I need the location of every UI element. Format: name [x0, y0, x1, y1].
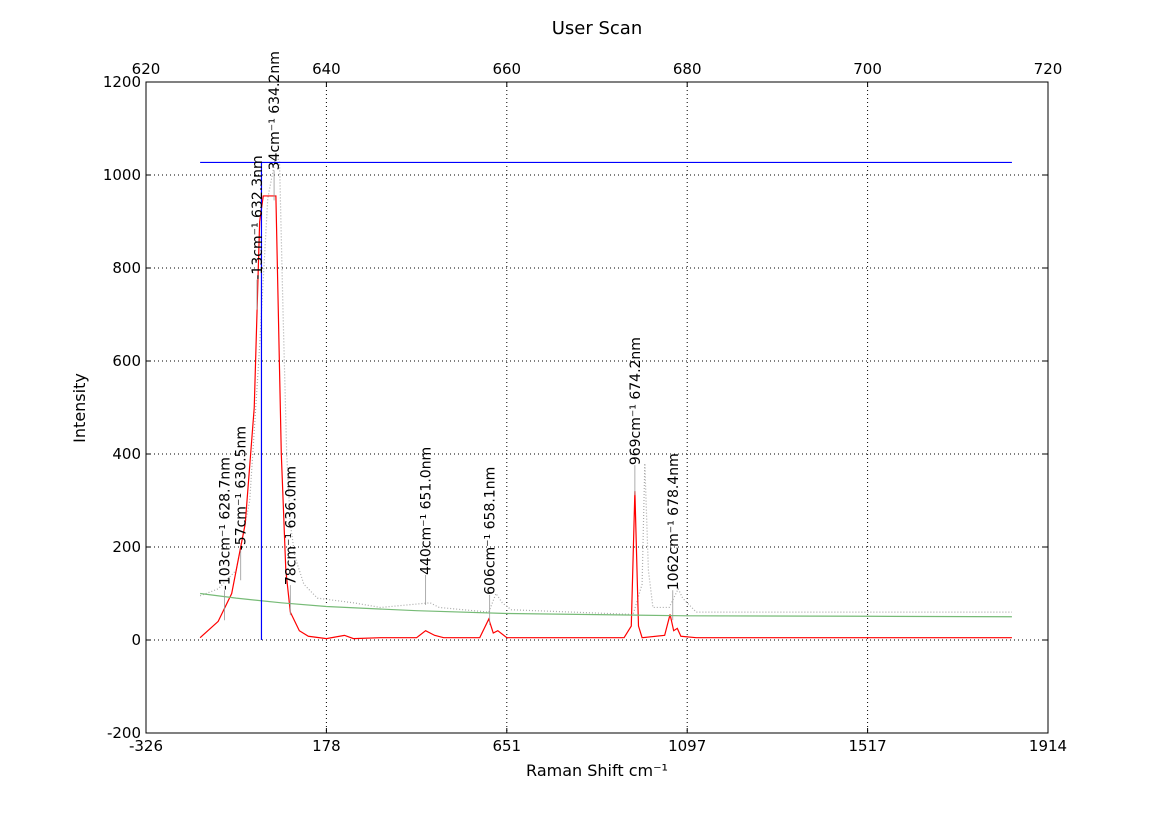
x2-tick-label: 680	[673, 60, 702, 78]
x-tick-label: 178	[312, 737, 341, 755]
x-axis-label: Raman Shift cm⁻¹	[526, 761, 668, 780]
series-line	[200, 592, 1012, 618]
x2-tick-label: 640	[312, 60, 341, 78]
x2-tick-label: 620	[132, 60, 161, 78]
series-line	[199, 195, 1012, 640]
chart-title: User Scan	[552, 18, 643, 39]
annotation: -57cm⁻¹ 630.5nm	[234, 426, 250, 550]
x2-tick-label: 720	[1034, 60, 1063, 78]
y-axis-label: Intensity	[70, 373, 89, 443]
x-tick-label: 1914	[1029, 737, 1067, 755]
y-tick-label: 0	[131, 631, 141, 649]
annotation: 1062cm⁻¹ 678.4nm	[666, 453, 682, 590]
y-tick-label: 1200	[103, 73, 141, 91]
x-tick-label: 1097	[668, 737, 706, 755]
x2-tick-label: 700	[853, 60, 882, 78]
annotation: 606cm⁻¹ 658.1nm	[483, 467, 499, 595]
annotation: 969cm⁻¹ 674.2nm	[628, 337, 644, 465]
x2-tick-label: 660	[492, 60, 521, 78]
x-tick-label: 1517	[849, 737, 887, 755]
y-tick-label: 200	[112, 538, 141, 556]
plot-frame	[145, 81, 1049, 734]
y-tick-label: 1000	[103, 166, 141, 184]
x-tick-label: 651	[492, 737, 521, 755]
y-tick-label: 600	[112, 352, 141, 370]
x-tick-label: -326	[129, 737, 163, 755]
series-line	[199, 154, 1012, 616]
y-tick-label: 800	[112, 259, 141, 277]
annotation: -13cm⁻¹ 632.3nm	[250, 155, 266, 279]
annotation: -103cm⁻¹ 628.7nm	[217, 457, 233, 590]
y-tick-label: 400	[112, 445, 141, 463]
y-tick-label: -200	[107, 724, 141, 742]
annotation: 440cm⁻¹ 651.0nm	[419, 447, 435, 575]
annotation: 34cm⁻¹ 634.2nm	[267, 51, 283, 170]
annotation: 78cm⁻¹ 636.0nm	[283, 466, 299, 585]
